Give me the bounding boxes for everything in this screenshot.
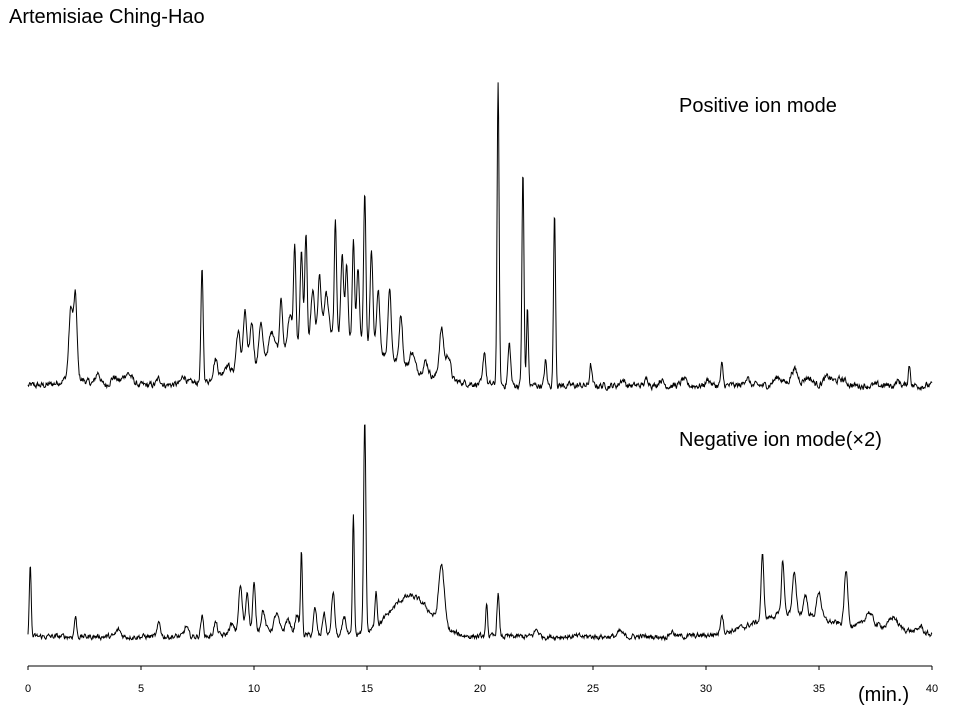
x-axis-unit-label: (min.) [858, 684, 910, 706]
x-tick-label: 10 [248, 683, 260, 695]
x-tick-label: 30 [700, 683, 712, 695]
x-axis: 0 5 10 15 20 25 30 35 40 [25, 665, 938, 695]
x-tick-label: 20 [474, 683, 486, 695]
x-tick-label: 15 [361, 683, 373, 695]
x-tick-label: 35 [813, 683, 825, 695]
trace-group [27, 82, 933, 642]
positive-ion-trace [27, 82, 933, 392]
series-label-negative: Negative ion mode(×2) [679, 429, 882, 451]
chart-title: Artemisiae Ching-Hao [9, 6, 205, 28]
negative-ion-trace [27, 424, 933, 642]
series-label-positive: Positive ion mode [679, 95, 837, 117]
x-tick-label: 25 [587, 683, 599, 695]
x-tick-label: 40 [926, 683, 938, 695]
x-tick-label: 5 [138, 683, 144, 695]
x-tick-label: 0 [25, 683, 31, 695]
